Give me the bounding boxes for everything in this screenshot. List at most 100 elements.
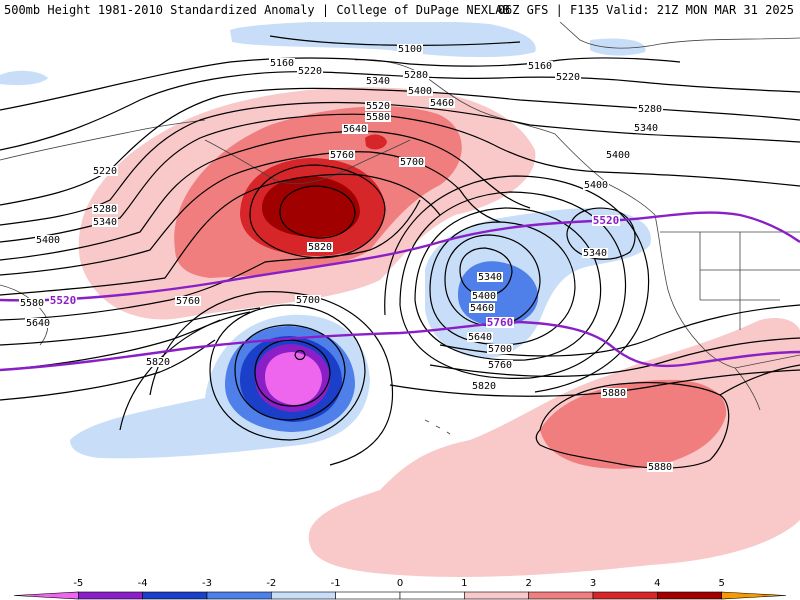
height-label-c5220b: 5220: [555, 72, 581, 83]
height-label-text: 5340: [366, 76, 390, 87]
colorbar-swatch: [142, 591, 208, 600]
thickness-label-bg: [486, 317, 514, 328]
contour-bc-5340: [566, 207, 636, 260]
height-label-text: 5760: [176, 296, 200, 307]
height-label-text: 5340: [583, 248, 607, 259]
contour-low-5700: [209, 304, 366, 441]
colorbar-swatch: [657, 591, 722, 600]
height-label-c5460a: 5460: [429, 98, 455, 109]
colorbar-swatch: [464, 591, 529, 600]
colorbar-tick: 2: [525, 578, 531, 589]
height-label-text: 5340: [634, 123, 658, 134]
height-label-text: 5640: [468, 332, 492, 343]
contour-5160-east: [409, 57, 681, 67]
height-label-c5100: 5100: [397, 44, 423, 55]
colorbar-swatch: [13, 591, 79, 600]
height-label-text: 5340: [93, 217, 117, 228]
colorbar-swatch: [335, 591, 401, 600]
height-label-c5580a: 5580: [365, 112, 391, 123]
height-label-c5820b: 5820: [145, 357, 171, 368]
height-label-bg: [555, 72, 581, 82]
height-label-c5400b: 5400: [605, 150, 631, 161]
height-label-c5160a: 5160: [269, 58, 295, 69]
contour-5880: [535, 382, 730, 469]
contour-5520: [0, 151, 501, 276]
height-label-bg: [92, 217, 118, 227]
height-label-c5340b: 5340: [633, 123, 659, 134]
height-label-c5520: 5520: [365, 101, 391, 112]
arctic-coast: [559, 22, 800, 49]
height-label-text: 5340: [478, 272, 502, 283]
height-label-c5460b: 5460: [469, 303, 495, 314]
height-label-text: 5580: [20, 298, 44, 309]
height-label-bg: [583, 180, 609, 190]
anomaly-neg1-north: [230, 22, 536, 58]
height-label-c5580b: 5580: [19, 298, 45, 309]
thickness-contour-labels: 5520 5520 5760: [49, 214, 620, 329]
colorbar-tick: 4: [654, 578, 660, 589]
height-label-bg: [397, 44, 423, 54]
height-label-c5700a: 5700: [399, 157, 425, 168]
height-label-bg: [365, 76, 391, 86]
contour-5700: [0, 307, 261, 346]
height-label-bg: [399, 157, 425, 167]
height-label-bg: [295, 295, 321, 305]
height-label-text: 5280: [638, 104, 662, 115]
height-label-bg: [487, 360, 513, 370]
height-label-text: 5160: [270, 58, 294, 69]
contour-low-5760: [149, 291, 394, 466]
anomaly-colorbar: -5 -4 -3 -2 -1 0 1 2 3 4 5: [13, 578, 787, 600]
height-label-c5880a: 5880: [601, 388, 627, 399]
height-label-bg: [307, 242, 333, 252]
contour-5640: [0, 199, 421, 321]
contour-low-5640: [234, 324, 346, 421]
anomaly-pos2-south: [540, 379, 727, 469]
model-valid-time: 06Z GFS | F135 Valid: 21Z MON MAR 31 202…: [497, 3, 794, 17]
contour-west-5640: [384, 175, 650, 393]
anomaly-pos3-small: [365, 134, 387, 150]
height-contour-labels: 5100 5160 5160 5220 5220 5220 5280 5280 5280 5340…: [19, 44, 673, 473]
thickness-label-text: 5520: [593, 214, 620, 227]
height-label-c5340e: 5340: [582, 248, 608, 259]
height-label-text: 5280: [93, 204, 117, 215]
height-label-c5400c: 5400: [583, 180, 609, 191]
contour-low-center: [294, 349, 306, 361]
colorbar-swatch: [399, 591, 465, 600]
contour-5220: [0, 71, 800, 151]
anomaly-neg5-pacific-low: [265, 352, 322, 405]
height-label-c5340c: 5340: [92, 217, 118, 228]
height-label-text: 5580: [366, 112, 390, 123]
contour-5460: [0, 130, 531, 261]
height-label-text: 5280: [404, 70, 428, 81]
height-label-bg: [527, 61, 553, 71]
header-bar: 500mb Height 1981-2010 Standardized Anom…: [0, 0, 800, 22]
height-label-text: 5700: [400, 157, 424, 168]
height-label-c5760c: 5760: [487, 360, 513, 371]
height-label-bg: [145, 357, 171, 367]
thickness-label-bg: [49, 295, 77, 306]
height-label-bg: [605, 150, 631, 160]
thickness-5520-line: [0, 211, 800, 302]
height-label-c5400d: 5400: [35, 235, 61, 246]
height-label-text: 5760: [330, 150, 354, 161]
contour-5580: [0, 173, 441, 296]
thickness-label-t5520b: 5520: [592, 214, 620, 227]
aleutian-chain: [204, 139, 411, 185]
height-label-bg: [297, 66, 323, 76]
height-label-text: 5640: [343, 124, 367, 135]
height-label-bg: [637, 104, 663, 114]
contour-low-5580: [254, 339, 331, 407]
contour-west-5520: [414, 207, 602, 361]
colorbar-tick: 5: [718, 578, 724, 589]
height-label-bg: [365, 101, 391, 111]
height-label-text: 5880: [602, 388, 626, 399]
height-label-bg: [471, 291, 497, 301]
height-label-text: 5640: [26, 318, 50, 329]
height-label-c5340d: 5340: [477, 272, 503, 283]
height-label-bg: [329, 150, 355, 160]
height-label-bg: [471, 381, 497, 391]
height-label-bg: [601, 388, 627, 398]
thickness-label-text: 5760: [487, 316, 514, 329]
thickness-label-text: 5520: [50, 294, 77, 307]
height-label-text: 5160: [528, 61, 552, 72]
